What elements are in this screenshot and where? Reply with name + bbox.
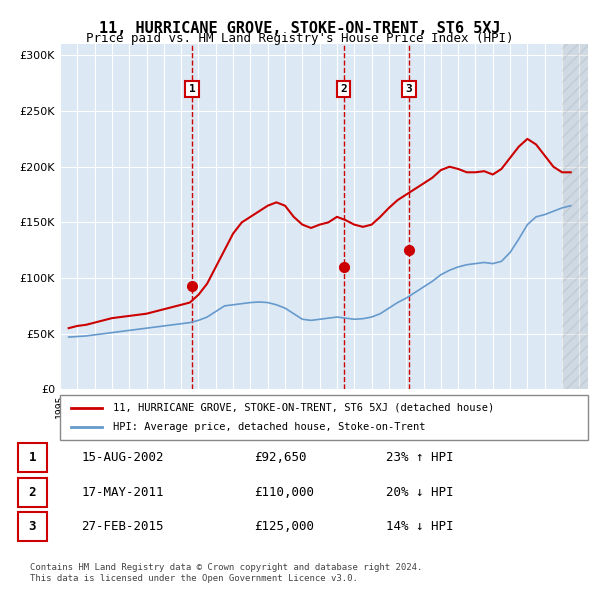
Text: 23% ↑ HPI: 23% ↑ HPI [386, 451, 454, 464]
Text: HPI: Average price, detached house, Stoke-on-Trent: HPI: Average price, detached house, Stok… [113, 422, 425, 432]
Text: 17-MAY-2011: 17-MAY-2011 [81, 486, 164, 499]
Text: 20% ↓ HPI: 20% ↓ HPI [386, 486, 454, 499]
Text: Contains HM Land Registry data © Crown copyright and database right 2024.
This d: Contains HM Land Registry data © Crown c… [30, 563, 422, 583]
Text: 2: 2 [28, 486, 36, 499]
Text: 11, HURRICANE GROVE, STOKE-ON-TRENT, ST6 5XJ (detached house): 11, HURRICANE GROVE, STOKE-ON-TRENT, ST6… [113, 403, 494, 412]
FancyBboxPatch shape [18, 512, 47, 541]
Text: 1: 1 [188, 84, 195, 94]
Text: 14% ↓ HPI: 14% ↓ HPI [386, 520, 454, 533]
Text: 3: 3 [406, 84, 412, 94]
Text: 11, HURRICANE GROVE, STOKE-ON-TRENT, ST6 5XJ: 11, HURRICANE GROVE, STOKE-ON-TRENT, ST6… [99, 21, 501, 35]
FancyBboxPatch shape [60, 395, 588, 440]
FancyBboxPatch shape [18, 443, 47, 472]
Text: Price paid vs. HM Land Registry's House Price Index (HPI): Price paid vs. HM Land Registry's House … [86, 32, 514, 45]
FancyBboxPatch shape [18, 478, 47, 506]
Text: £110,000: £110,000 [254, 486, 314, 499]
Text: 2: 2 [340, 84, 347, 94]
Text: £92,650: £92,650 [254, 451, 307, 464]
Text: 3: 3 [28, 520, 36, 533]
Text: £125,000: £125,000 [254, 520, 314, 533]
Text: 1: 1 [28, 451, 36, 464]
Text: 15-AUG-2002: 15-AUG-2002 [81, 451, 164, 464]
Text: 27-FEB-2015: 27-FEB-2015 [81, 520, 164, 533]
